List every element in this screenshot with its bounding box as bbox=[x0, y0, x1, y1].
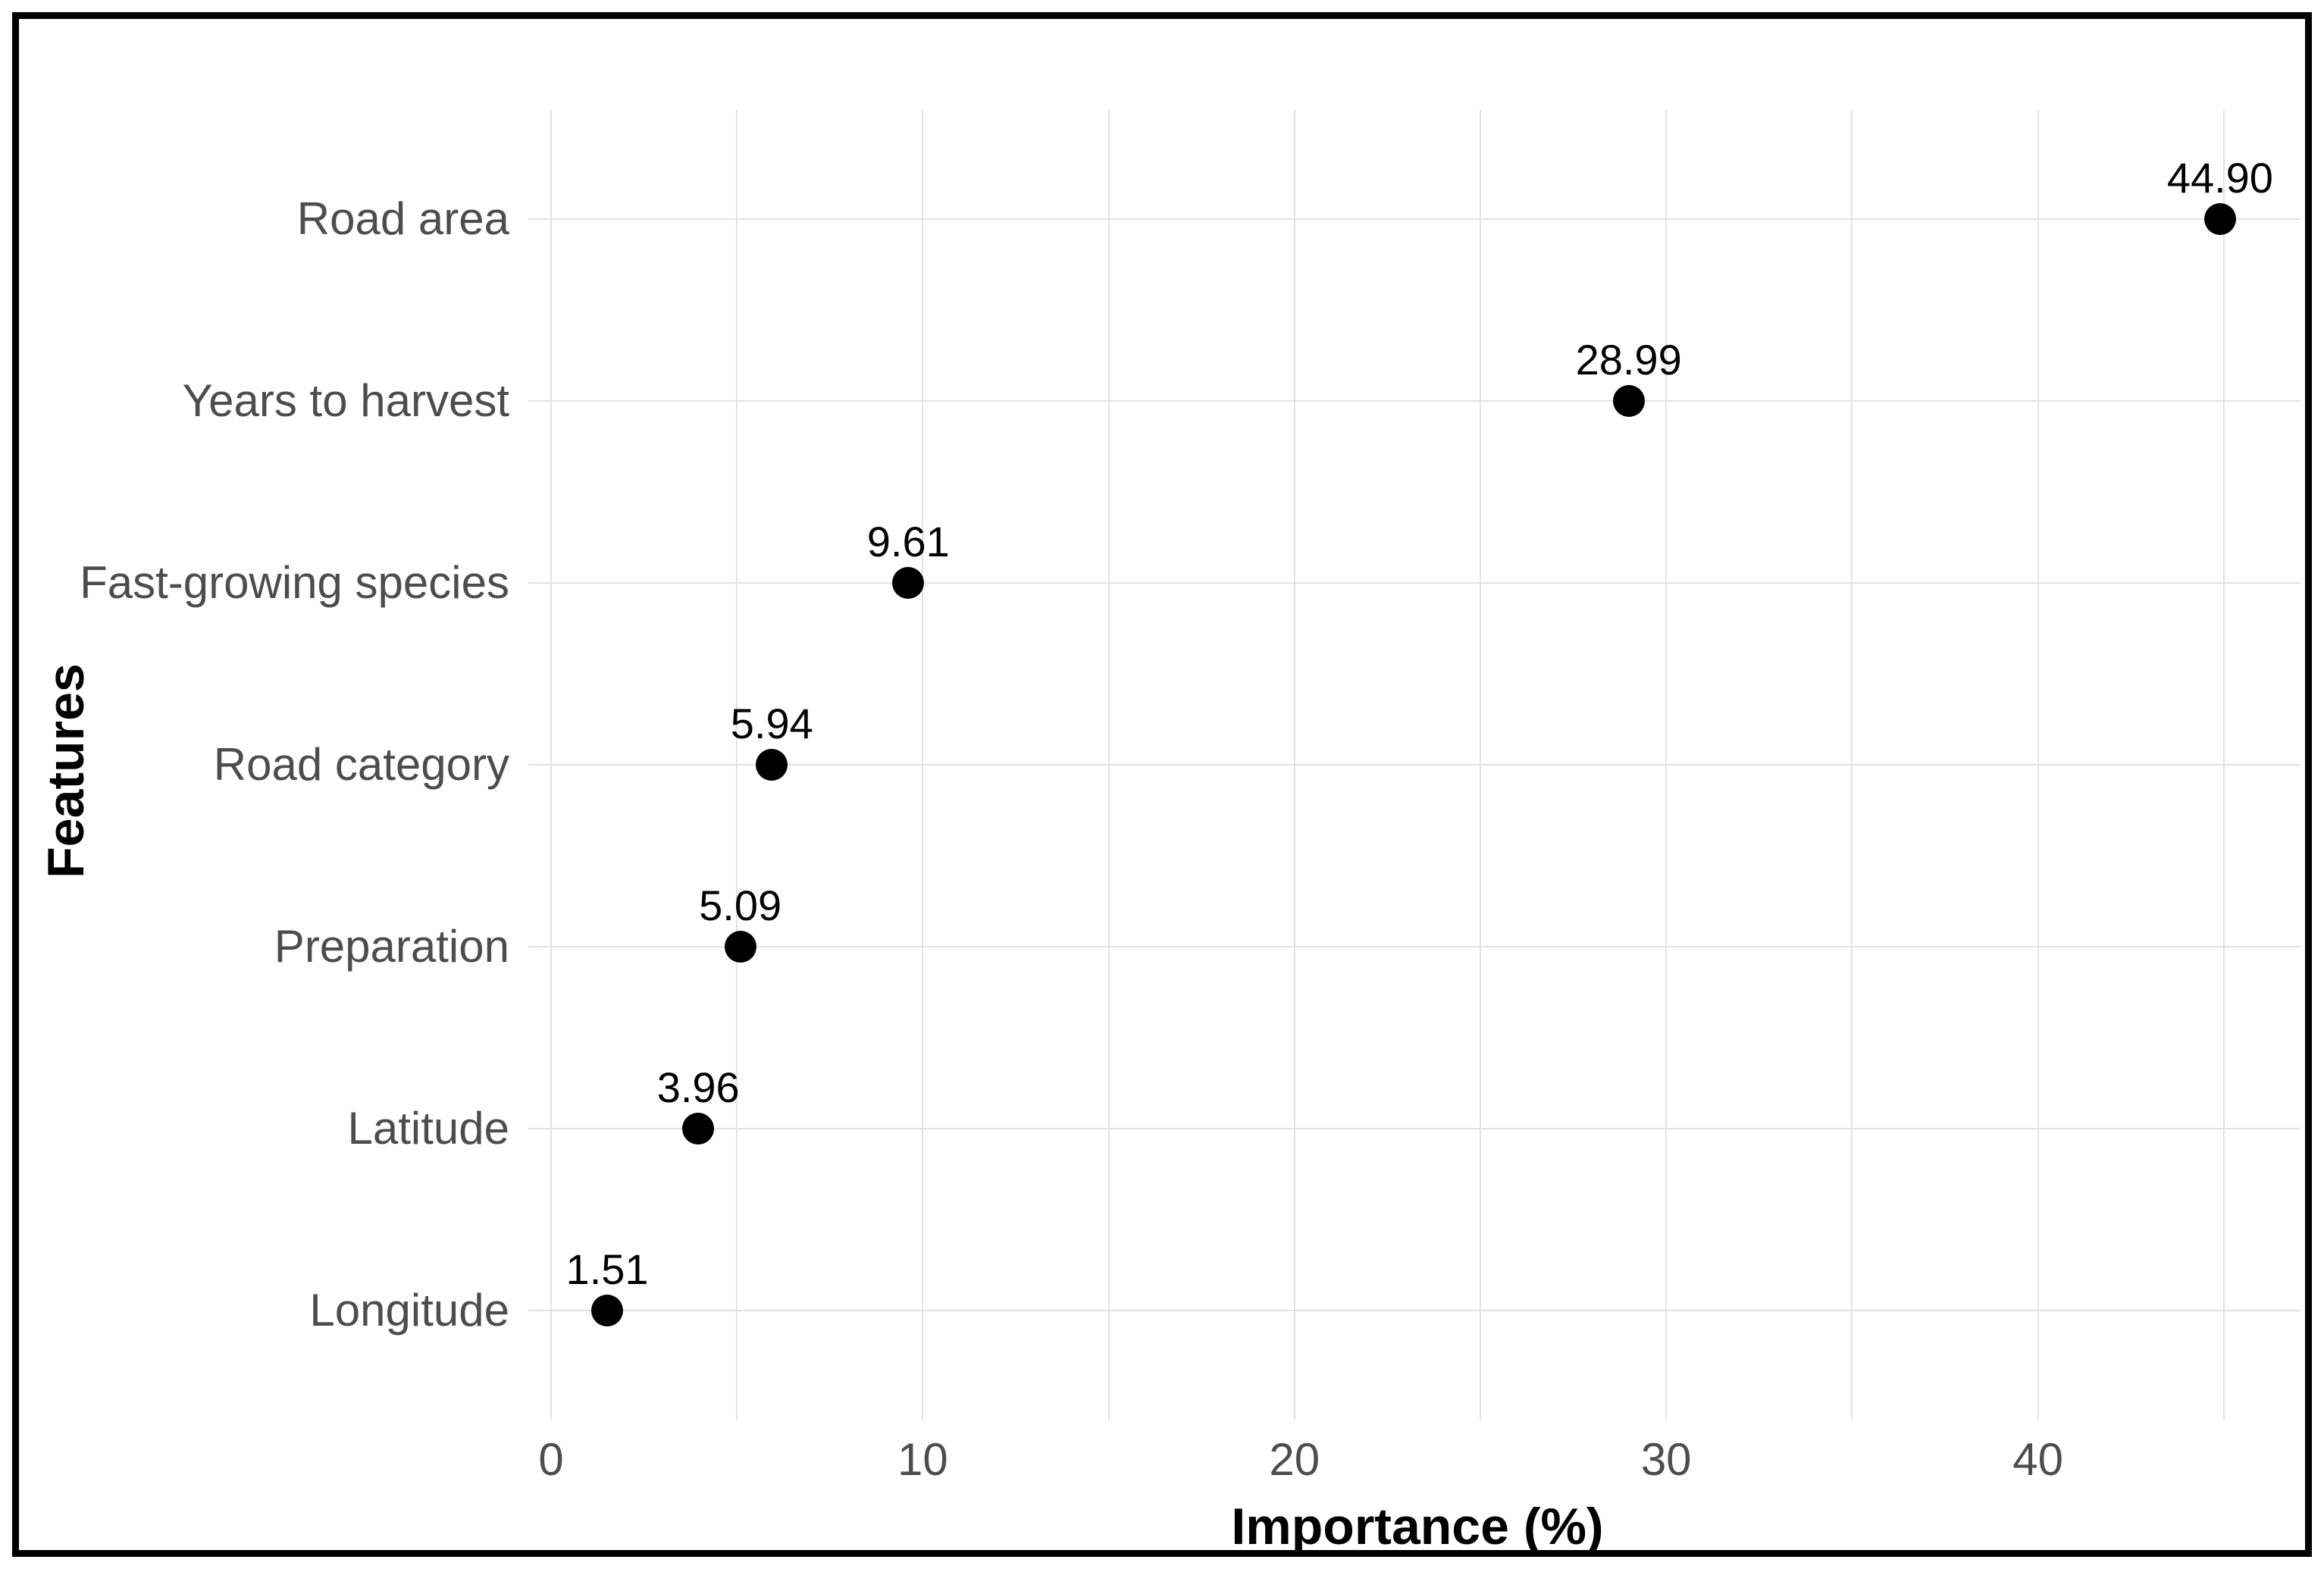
point-value-label: 1.51 bbox=[565, 1245, 649, 1293]
category-label: Latitude bbox=[347, 1103, 509, 1154]
horizontal-gridline bbox=[528, 400, 2301, 402]
category-label: Preparation bbox=[274, 921, 509, 972]
data-point bbox=[591, 1295, 624, 1326]
x-tick-label: 20 bbox=[1269, 1434, 1320, 1485]
x-tick-label: 40 bbox=[2012, 1434, 2063, 1485]
category-label: Road category bbox=[213, 739, 509, 790]
data-point bbox=[682, 1113, 715, 1145]
horizontal-gridline bbox=[528, 218, 2301, 220]
point-value-label: 3.96 bbox=[656, 1063, 740, 1111]
feature-importance-chart: 44.90 28.99 9.61 5.94 5.09 3.96 1.51 Road area… bbox=[12, 12, 2312, 1557]
data-point bbox=[1612, 385, 1645, 417]
horizontal-gridline bbox=[528, 582, 2301, 584]
y-axis-title: Features bbox=[37, 663, 95, 878]
data-point bbox=[756, 749, 788, 781]
horizontal-gridline bbox=[528, 946, 2301, 947]
point-value-label: 5.94 bbox=[730, 700, 813, 747]
horizontal-gridline bbox=[528, 764, 2301, 766]
x-tick-label: 30 bbox=[1640, 1434, 1692, 1485]
category-label: Road area bbox=[296, 193, 509, 244]
data-point bbox=[892, 567, 925, 599]
category-label: Longitude bbox=[309, 1285, 509, 1336]
x-axis-title: Importance (%) bbox=[1231, 1498, 1604, 1555]
data-point bbox=[2203, 203, 2236, 235]
x-tick-label: 0 bbox=[538, 1434, 564, 1485]
horizontal-gridline bbox=[528, 1128, 2301, 1129]
x-tick-label: 10 bbox=[897, 1434, 948, 1485]
horizontal-gridline bbox=[528, 1310, 2301, 1311]
category-label: Fast-growing species bbox=[80, 557, 509, 608]
category-label: Years to harvest bbox=[182, 375, 509, 426]
point-value-label: 44.90 bbox=[2166, 154, 2273, 202]
point-value-label: 5.09 bbox=[699, 882, 782, 929]
data-point bbox=[724, 931, 756, 963]
point-value-label: 9.61 bbox=[866, 518, 950, 565]
point-value-label: 28.99 bbox=[1575, 336, 1682, 384]
